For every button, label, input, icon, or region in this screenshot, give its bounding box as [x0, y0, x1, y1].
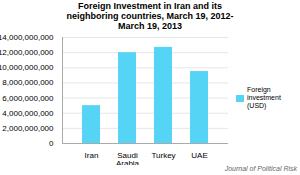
- svg-text:12,000,000,000: 12,000,000,000: [0, 48, 54, 57]
- svg-text:4,000,000,000: 4,000,000,000: [2, 109, 54, 118]
- html-text:Foreign Investment in Iran and: Foreign Investment in Iran and its neigh…: [66, 1, 234, 31]
- svg-text:14,000,000,000: 14,000,000,000: [0, 33, 54, 42]
- svg-text:SaudiArabia: SaudiArabia: [116, 151, 140, 165]
- svg-text:Iran: Iran: [85, 151, 99, 160]
- svg-text:UAE: UAE: [191, 151, 207, 160]
- svg-text:2,000,000,000: 2,000,000,000: [2, 124, 54, 133]
- html-text:Journal of Political Risk: Journal of Political Risk: [224, 165, 297, 172]
- svg-text:0: 0: [49, 139, 54, 148]
- svg-text:10,000,000,000: 10,000,000,000: [0, 63, 54, 72]
- svg-text:6,000,000,000: 6,000,000,000: [2, 94, 54, 103]
- svg-text:8,000,000,000: 8,000,000,000: [2, 78, 54, 87]
- svg-text:Turkey: Turkey: [151, 151, 175, 160]
- html-text:Foreign investment (USD): Foreign investment (USD): [247, 86, 285, 109]
